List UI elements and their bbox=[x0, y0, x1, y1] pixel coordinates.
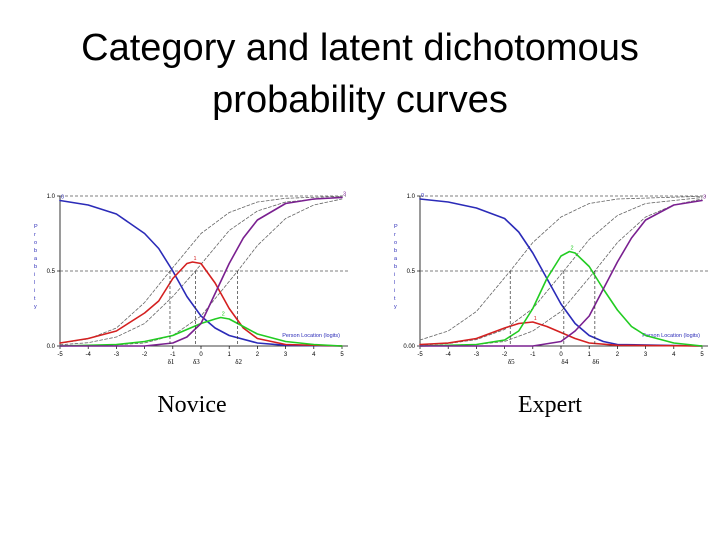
category-label: 0 bbox=[61, 195, 64, 201]
category-curve-3 bbox=[419, 199, 703, 347]
x-axis-label: Person Location (logits) bbox=[642, 333, 700, 339]
category-curve-1 bbox=[59, 261, 343, 347]
x-tick-label: 5 bbox=[340, 352, 344, 358]
y-tick-label: 1.0 bbox=[407, 194, 416, 200]
x-tick-label: 2 bbox=[256, 352, 260, 358]
expert-chart: 0.00 0.5 1.0 -5 -4 -3 -2 -1 0 1 2 3 4 5 P r o b a b i l i t y Per… bbox=[394, 193, 708, 366]
category-curve-2 bbox=[59, 316, 343, 347]
x-tick-label: 3 bbox=[284, 352, 288, 358]
x-axis-label: Person Location (logits) bbox=[282, 333, 340, 339]
threshold-label: δ6 bbox=[592, 358, 599, 366]
category-label: 1 bbox=[534, 316, 537, 322]
category-curve-3 bbox=[59, 196, 343, 347]
x-tick-label: -5 bbox=[57, 352, 63, 358]
category-curve-0 bbox=[59, 199, 343, 347]
category-label: 1 bbox=[194, 256, 197, 262]
latent-curve bbox=[59, 198, 343, 347]
x-tick-label: -1 bbox=[170, 352, 176, 358]
slide-title-line-2: probability curves bbox=[212, 79, 508, 121]
expert-caption: Expert bbox=[518, 392, 582, 418]
y-tick-label: 0.5 bbox=[407, 269, 416, 275]
x-tick-label: -4 bbox=[86, 352, 92, 358]
threshold-label: δ3 bbox=[193, 358, 200, 366]
category-label: 2 bbox=[570, 246, 573, 252]
x-tick-label: -3 bbox=[114, 352, 120, 358]
latent-curve bbox=[419, 198, 703, 347]
x-tick-label: 3 bbox=[644, 352, 648, 358]
slide-title: Category and latent dichotomous probabil… bbox=[0, 22, 720, 126]
slide-title-line-1: Category and latent dichotomous bbox=[81, 27, 639, 69]
category-label: 0 bbox=[421, 193, 424, 199]
x-tick-label: 4 bbox=[672, 352, 676, 358]
category-label: 2 bbox=[222, 312, 225, 318]
x-tick-label: -4 bbox=[446, 352, 452, 358]
threshold-label: δ4 bbox=[561, 358, 568, 366]
x-tick-label: 0 bbox=[559, 352, 563, 358]
x-tick-label: -2 bbox=[142, 352, 148, 358]
x-tick-label: -3 bbox=[474, 352, 480, 358]
threshold-label: δ2 bbox=[235, 358, 242, 366]
x-tick-label: 2 bbox=[616, 352, 620, 358]
category-curve-1 bbox=[419, 321, 703, 347]
latent-curve bbox=[59, 195, 343, 344]
x-tick-label: 5 bbox=[700, 352, 704, 358]
x-tick-label: 4 bbox=[312, 352, 316, 358]
category-label: 3 bbox=[343, 192, 346, 198]
novice-chart: 0.0 0.5 1.0 -5 -4 -3 -2 -1 0 1 2 3 4 5 P r o b a b i l i t y Pers… bbox=[34, 192, 348, 366]
y-tick-label: 1.0 bbox=[47, 194, 56, 200]
novice-caption: Novice bbox=[157, 392, 227, 418]
x-tick-label: 0 bbox=[199, 352, 203, 358]
latent-curve bbox=[419, 195, 703, 341]
latent-curve bbox=[59, 196, 343, 346]
y-tick-label: 0.0 bbox=[47, 344, 56, 350]
threshold-label: δ1 bbox=[168, 358, 175, 366]
category-curve-2 bbox=[419, 250, 703, 347]
x-tick-label: -5 bbox=[417, 352, 423, 358]
x-tick-label: -1 bbox=[530, 352, 536, 358]
x-tick-label: 1 bbox=[588, 352, 592, 358]
threshold-label: δ5 bbox=[508, 358, 515, 366]
category-curve-0 bbox=[419, 198, 703, 347]
y-tick-label: 0.5 bbox=[47, 269, 56, 275]
x-tick-label: -2 bbox=[502, 352, 508, 358]
y-tick-label: 0.00 bbox=[403, 344, 415, 350]
x-tick-label: 1 bbox=[228, 352, 232, 358]
category-label: 3 bbox=[703, 195, 706, 201]
latent-curve bbox=[419, 197, 703, 346]
